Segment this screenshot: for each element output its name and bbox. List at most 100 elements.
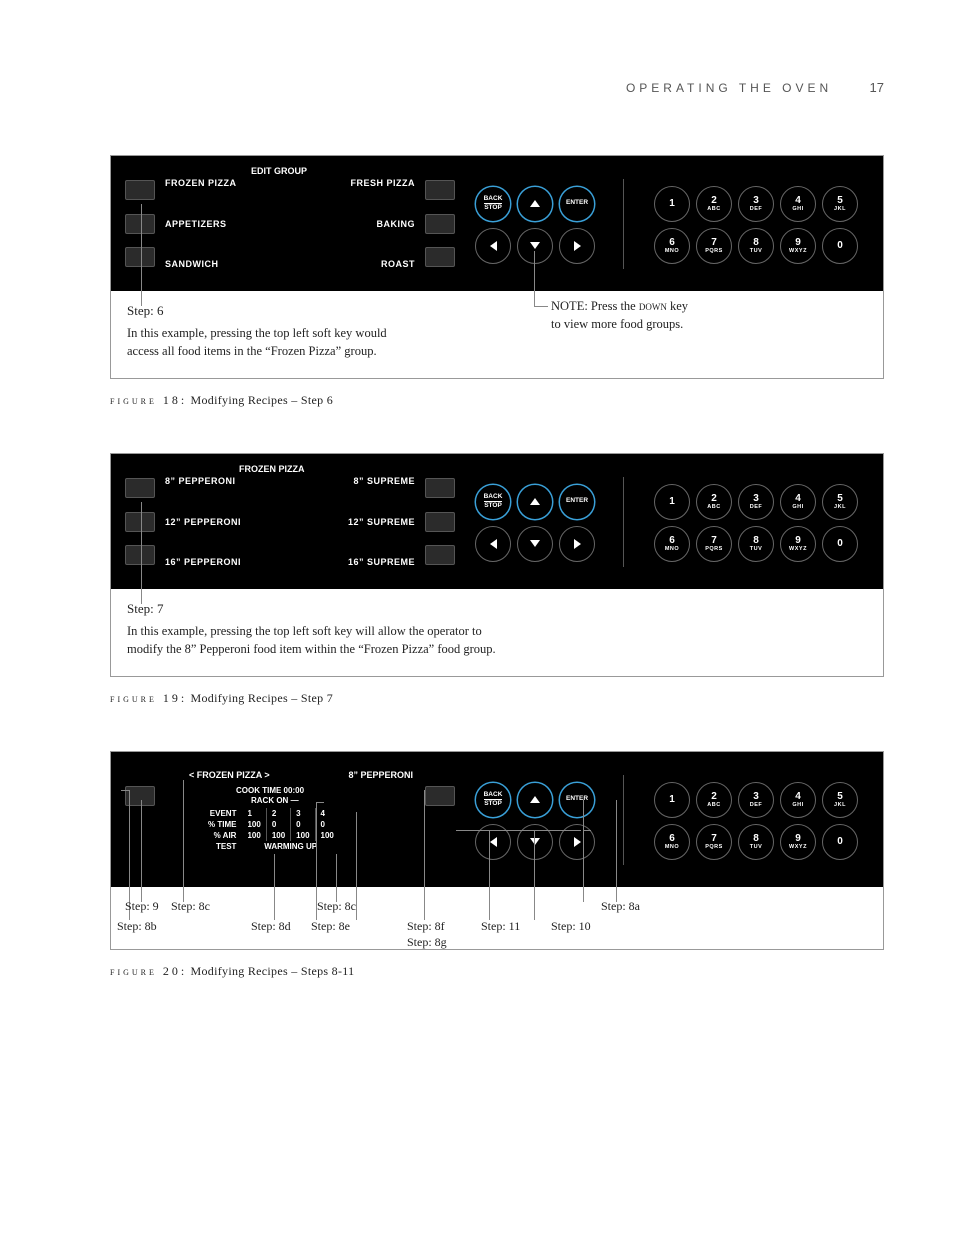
keypad-5-button[interactable]: 5JKL [822, 186, 858, 222]
keypad-6-button[interactable]: 6MNO [654, 526, 690, 562]
right-button[interactable] [559, 824, 595, 860]
enter-button[interactable]: ENTER [559, 782, 595, 818]
keypad-7-button[interactable]: 7PQRS [696, 824, 732, 860]
soft-key[interactable] [125, 478, 155, 498]
soft-key[interactable] [425, 214, 455, 234]
step-ref: Step: 8c [171, 899, 210, 914]
step-ref: Step: 8f [407, 919, 445, 934]
up-button[interactable] [517, 186, 553, 222]
soft-key[interactable] [125, 180, 155, 200]
keypad-1-button[interactable]: 1 [654, 782, 690, 818]
step-ref: Step: 8a [601, 899, 640, 914]
editor-title-right: 8” PEPPERONI [348, 770, 413, 780]
figure-caption: figure 18: Modifying Recipes – Step 6 [110, 393, 884, 408]
note-text: NOTE: Press the down key to view more fo… [551, 297, 688, 333]
keypad-2-button[interactable]: 2ABC [696, 484, 732, 520]
keypad-2-button[interactable]: 2ABC [696, 782, 732, 818]
oven-panel-18: EDIT GROUP FROZEN PIZZA APPETIZERS SANDW… [111, 156, 883, 291]
step-ref: Step: 8g [407, 935, 447, 950]
keypad-5-button[interactable]: 5JKL [822, 484, 858, 520]
menu-item: SANDWICH [165, 259, 219, 269]
keypad: 12ABC3DEF4GHI5JKL 6MNO7PQRS8TUV9WXYZ0 [654, 782, 856, 858]
section-title: OPERATING THE OVEN [626, 81, 832, 95]
keypad-5-button[interactable]: 5JKL [822, 782, 858, 818]
soft-key[interactable] [425, 786, 455, 806]
keypad-2-button[interactable]: 2ABC [696, 186, 732, 222]
keypad-9-button[interactable]: 9WXYZ [780, 526, 816, 562]
down-button[interactable] [517, 526, 553, 562]
right-button[interactable] [559, 526, 595, 562]
figure-caption: figure 20: Modifying Recipes – Steps 8-1… [110, 964, 884, 979]
soft-key[interactable] [425, 247, 455, 267]
soft-key[interactable] [425, 180, 455, 200]
step-ref: Step: 8b [117, 919, 157, 934]
back-stop-button[interactable]: BACKSTOP [475, 782, 511, 818]
event-table: EVENT 1 2 3 4 % TIME 100 0 0 0 [207, 808, 339, 852]
soft-key[interactable] [125, 545, 155, 565]
step-ref: Step: 8d [251, 919, 291, 934]
divider [623, 775, 624, 865]
callout-line [183, 780, 184, 902]
left-button[interactable] [475, 228, 511, 264]
keypad-6-button[interactable]: 6MNO [654, 824, 690, 860]
keypad-3-button[interactable]: 3DEF [738, 782, 774, 818]
keypad-7-button[interactable]: 7PQRS [696, 228, 732, 264]
step-label: Step: 6 [127, 303, 867, 319]
keypad-8-button[interactable]: 8TUV [738, 526, 774, 562]
keypad-8-button[interactable]: 8TUV [738, 824, 774, 860]
figure-caption: figure 19: Modifying Recipes – Step 7 [110, 691, 884, 706]
up-button[interactable] [517, 484, 553, 520]
soft-key[interactable] [425, 478, 455, 498]
keypad-9-button[interactable]: 9WXYZ [780, 824, 816, 860]
soft-key[interactable] [125, 247, 155, 267]
figure-20-block: < FROZEN PIZZA > 8” PEPPERONI COOK TIME … [110, 751, 884, 950]
divider [623, 477, 624, 567]
keypad-4-button[interactable]: 4GHI [780, 782, 816, 818]
up-button[interactable] [517, 782, 553, 818]
keypad-8-button[interactable]: 8TUV [738, 228, 774, 264]
keypad-0-button[interactable]: 0 [822, 824, 858, 860]
menu-item: 16” SUPREME [348, 557, 415, 567]
keypad: 12ABC3DEF4GHI5JKL 6MNO7PQRS8TUV9WXYZ0 [654, 186, 856, 262]
soft-key[interactable] [125, 214, 155, 234]
keypad-3-button[interactable]: 3DEF [738, 484, 774, 520]
keypad-1-button[interactable]: 1 [654, 186, 690, 222]
menu-item: 8” SUPREME [353, 476, 415, 486]
keypad-7-button[interactable]: 7PQRS [696, 526, 732, 562]
back-stop-button[interactable]: BACKSTOP [475, 484, 511, 520]
editor-title-left: < FROZEN PIZZA > [189, 770, 270, 780]
nav-cluster: BACKSTOP ENTER [475, 484, 593, 560]
keypad-9-button[interactable]: 9WXYZ [780, 228, 816, 264]
menu-item: FROZEN PIZZA [165, 178, 237, 188]
figure-19-block: FROZEN PIZZA 8” PEPPERONI 12” PEPPERONI … [110, 453, 884, 677]
back-stop-button[interactable]: BACKSTOP [475, 186, 511, 222]
left-button[interactable] [475, 824, 511, 860]
soft-key[interactable] [125, 512, 155, 532]
cook-time-label: COOK TIME 00:00 [236, 786, 304, 795]
callout-line [456, 830, 581, 831]
step-label: Step: 7 [127, 601, 867, 617]
soft-key[interactable] [425, 545, 455, 565]
enter-button[interactable]: ENTER [559, 484, 595, 520]
keypad-3-button[interactable]: 3DEF [738, 186, 774, 222]
menu-header: FROZEN PIZZA [239, 464, 305, 474]
keypad-4-button[interactable]: 4GHI [780, 186, 816, 222]
down-button[interactable] [517, 824, 553, 860]
keypad-1-button[interactable]: 1 [654, 484, 690, 520]
soft-key[interactable] [425, 512, 455, 532]
menu-item: FRESH PIZZA [350, 178, 415, 188]
keypad-0-button[interactable]: 0 [822, 526, 858, 562]
step-description: In this example, pressing the top left s… [127, 623, 867, 658]
keypad-4-button[interactable]: 4GHI [780, 484, 816, 520]
enter-button[interactable]: ENTER [559, 186, 595, 222]
oven-panel-19: FROZEN PIZZA 8” PEPPERONI 12” PEPPERONI … [111, 454, 883, 589]
down-button[interactable] [517, 228, 553, 264]
right-button[interactable] [559, 228, 595, 264]
step-ref: Step: 8c [317, 899, 356, 914]
keypad-6-button[interactable]: 6MNO [654, 228, 690, 264]
menu-item: 12” PEPPERONI [165, 517, 241, 527]
menu-header: EDIT GROUP [251, 166, 307, 176]
left-button[interactable] [475, 526, 511, 562]
menu-item: ROAST [381, 259, 415, 269]
keypad-0-button[interactable]: 0 [822, 228, 858, 264]
